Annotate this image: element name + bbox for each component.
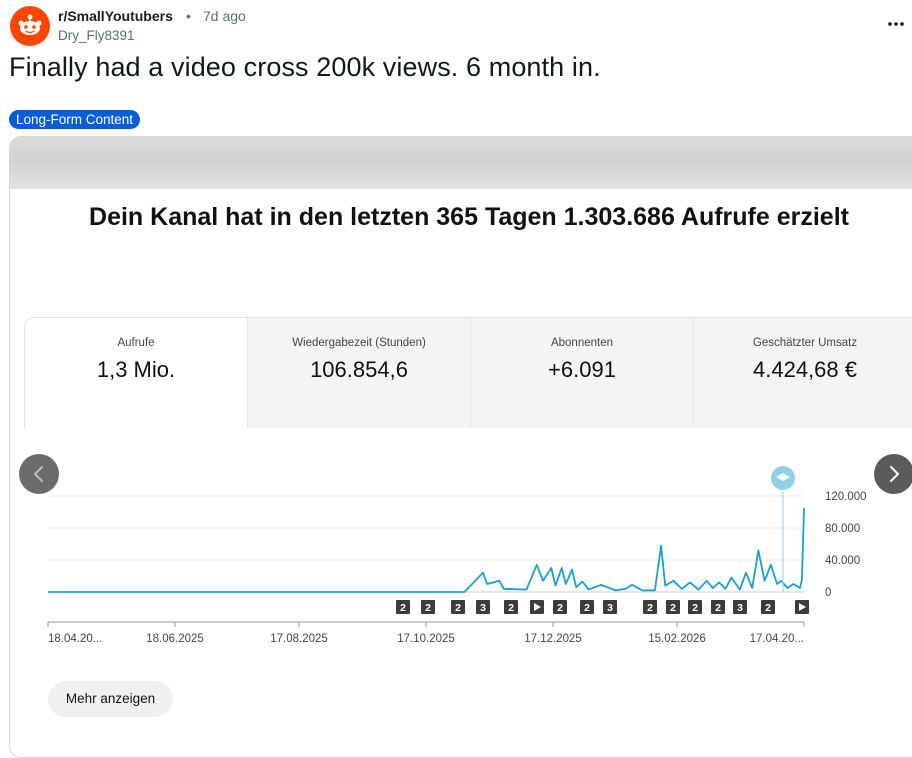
image-blurred-top (10, 137, 912, 189)
play-icon (799, 603, 806, 611)
metric-card-subscribers: Abonnenten +6.091 (470, 318, 693, 428)
subreddit-avatar[interactable] (10, 6, 50, 46)
metric-label: Geschätzter Umsatz (752, 337, 858, 349)
series-line (48, 507, 805, 593)
x-tick-label: 17.12.2025 (524, 633, 582, 645)
post-age: 7d ago (203, 8, 246, 24)
play-icon (534, 603, 541, 611)
upload-marker (504, 600, 518, 614)
upload-marker (476, 600, 490, 614)
upload-marker (711, 600, 725, 614)
chevron-right-icon (890, 466, 899, 482)
x-tick-label: 18.06.2025 (146, 633, 204, 645)
upload-marker-count: 2 (584, 602, 590, 614)
upload-marker (733, 600, 747, 614)
upload-marker-count: 2 (508, 602, 514, 614)
upload-marker-count: 3 (737, 602, 743, 614)
x-tick-label: 15.02.2026 (648, 633, 706, 645)
ellipsis-icon (888, 22, 904, 26)
upload-marker (761, 600, 775, 614)
upload-marker (666, 600, 680, 614)
metric-value: 1,3 Mio. (96, 357, 176, 382)
y-tick-label: 120.000 (825, 491, 867, 503)
upload-marker-count: 2 (557, 602, 563, 614)
upload-marker-count: 2 (692, 602, 698, 614)
metrics-row: Aufrufe 1,3 Mio. Wiedergabezeit (Stunden… (24, 317, 912, 428)
graduation-cap-glyph (776, 473, 790, 481)
metric-label: Wiedergabezeit (Stunden) (292, 337, 426, 349)
x-tick-label: 18.04.20... (48, 633, 102, 645)
upload-marker (421, 600, 435, 614)
x-tick-label: 17.10.2025 (397, 633, 455, 645)
post-header: r/SmallYoutubers • 7d ago Dry_Fly8391 (8, 4, 908, 46)
analytics-headline: Dein Kanal hat in den letzten 365 Tagen … (89, 203, 849, 231)
meta-separator: • (186, 8, 191, 24)
metric-value: 106.854,6 (310, 357, 408, 382)
metric-card-revenue: Geschätzter Umsatz 4.424,68 € (693, 318, 912, 428)
carousel-next-button[interactable] (874, 454, 912, 494)
subreddit-name[interactable]: r/SmallYoutubers (58, 8, 173, 24)
y-tick-label: 0 (825, 587, 831, 599)
x-tick-label: 17.04.20... (750, 633, 804, 645)
more-options-button[interactable] (884, 12, 908, 36)
carousel-prev-button[interactable] (19, 454, 59, 494)
reddit-snoo-icon (18, 14, 42, 35)
upload-marker-count: 2 (715, 602, 721, 614)
upload-marker-count: 2 (400, 602, 406, 614)
upload-marker (580, 600, 594, 614)
upload-marker-count: 2 (647, 602, 653, 614)
metric-value: 4.424,68 € (753, 357, 857, 382)
metric-label: Aufrufe (117, 337, 155, 349)
upload-marker-count: 2 (455, 602, 461, 614)
chevron-left-icon (34, 466, 43, 482)
post-flair[interactable]: Long-Form Content (9, 110, 141, 129)
upload-marker (603, 600, 617, 614)
x-tick-label: 17.08.2025 (270, 633, 328, 645)
upload-marker-count: 3 (607, 602, 613, 614)
upload-marker (396, 600, 410, 614)
y-tick-label: 40.000 (825, 555, 860, 567)
show-more-button[interactable]: Mehr anzeigen (48, 681, 173, 717)
metric-card-watch-time: Wiedergabezeit (Stunden) 106.854,6 (247, 318, 470, 428)
upload-marker (553, 600, 567, 614)
upload-marker (688, 600, 702, 614)
views-line-chart: 120.000 80.000 40.000 0 2 2 2 3 2 2 2 3 2 2 2 2 3 2 18.04.… (47, 466, 867, 645)
y-tick-label: 80.000 (825, 523, 860, 535)
metric-value: +6.091 (548, 357, 616, 382)
upload-marker-count: 2 (765, 602, 771, 614)
metric-card-views: Aufrufe 1,3 Mio. (25, 318, 247, 428)
upload-marker-count: 2 (425, 602, 431, 614)
post-image[interactable]: Dein Kanal hat in den letzten 365 Tagen … (9, 136, 912, 758)
upload-marker-count: 3 (480, 602, 486, 614)
upload-marker (451, 600, 465, 614)
upload-marker-count: 2 (670, 602, 676, 614)
metric-label: Abonnenten (550, 337, 614, 349)
post-author[interactable]: Dry_Fly8391 (58, 28, 135, 43)
upload-marker (643, 600, 657, 614)
post-title[interactable]: Finally had a video cross 200k views. 6 … (9, 52, 601, 82)
